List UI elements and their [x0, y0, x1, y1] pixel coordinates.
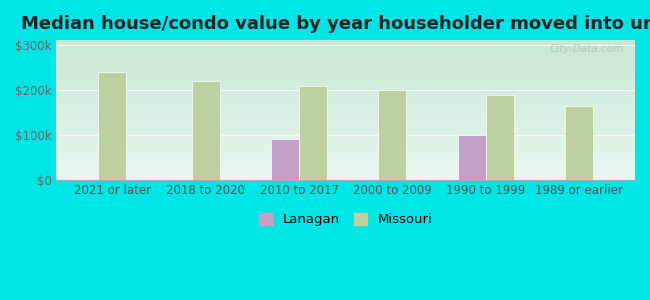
Bar — [299, 86, 327, 180]
Bar — [378, 90, 406, 180]
Title: Median house/condo value by year householder moved into unit: Median house/condo value by year househo… — [21, 15, 650, 33]
Bar — [271, 139, 299, 180]
Bar — [486, 95, 514, 180]
Legend: Lanagan, Missouri: Lanagan, Missouri — [254, 208, 437, 232]
Bar — [458, 136, 486, 180]
Text: City-Data.com: City-Data.com — [549, 44, 623, 54]
Bar — [99, 72, 127, 180]
Bar — [192, 81, 220, 180]
Bar — [565, 106, 593, 180]
